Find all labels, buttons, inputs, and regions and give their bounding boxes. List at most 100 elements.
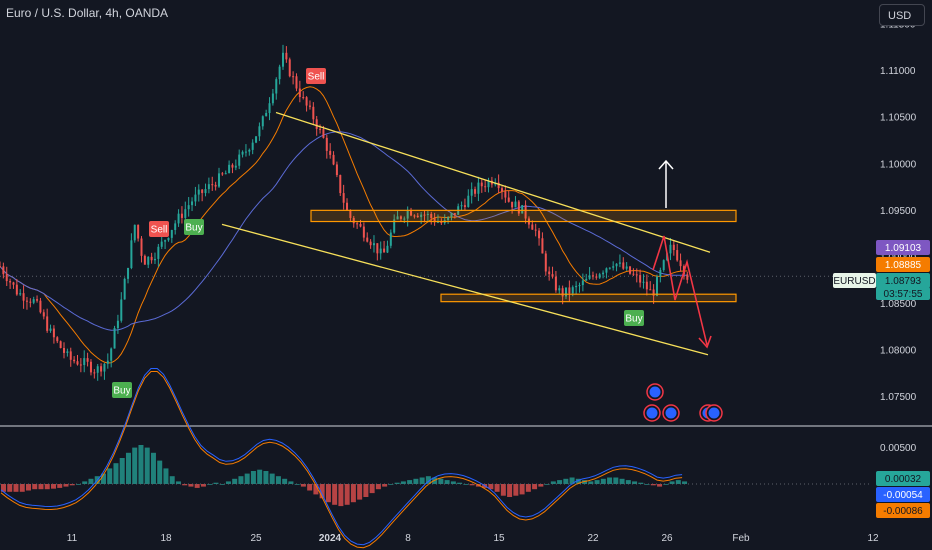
- candle: [655, 276, 658, 296]
- candle: [238, 154, 241, 166]
- price-tick-label: 1.07500: [880, 392, 917, 403]
- candle: [598, 274, 601, 278]
- candle: [497, 182, 500, 189]
- candle: [568, 287, 571, 294]
- candle: [160, 241, 163, 247]
- macd-histogram-bar: [682, 481, 688, 484]
- currency-button[interactable]: USD: [879, 4, 925, 26]
- event-flag-icon: [708, 407, 720, 419]
- sell-signal-badge[interactable]: Sell: [306, 68, 326, 84]
- candle: [251, 142, 254, 150]
- macd-signal-tag: 0.00032: [876, 471, 930, 486]
- macd-histogram-bar: [25, 484, 31, 491]
- candle: [538, 230, 541, 239]
- candle: [315, 119, 318, 129]
- candle: [615, 263, 618, 267]
- candle: [207, 184, 210, 190]
- time-tick-label: 18: [160, 533, 172, 544]
- candle: [578, 285, 581, 287]
- time-tick-label: 8: [405, 533, 411, 544]
- buy-signal-badge[interactable]: Buy: [624, 310, 644, 326]
- candle: [275, 79, 278, 94]
- candle: [258, 126, 261, 137]
- macd-histogram-bar: [644, 484, 650, 485]
- candle: [201, 189, 204, 194]
- channel-upper-line[interactable]: [275, 111, 711, 253]
- candle: [625, 266, 628, 269]
- macd-histogram-bar: [125, 452, 131, 484]
- macd-histogram-bar: [319, 484, 325, 499]
- macd-histogram-bar: [494, 484, 500, 492]
- macd-histogram-bar: [269, 473, 275, 484]
- support-zone[interactable]: [440, 293, 737, 303]
- macd-histogram-bar: [175, 481, 181, 484]
- candle: [83, 358, 86, 366]
- candle: [534, 229, 537, 231]
- candle: [551, 274, 554, 277]
- buy-signal-badge[interactable]: Buy: [184, 219, 204, 235]
- macd-histogram-bar: [450, 481, 456, 484]
- macd-histogram-bar: [382, 484, 388, 487]
- candle: [282, 52, 285, 67]
- candle: [137, 224, 140, 239]
- candle: [0, 266, 2, 268]
- macd-histogram-bar: [107, 468, 113, 484]
- candle: [106, 360, 109, 364]
- candle: [575, 285, 578, 288]
- channel-lower-line[interactable]: [221, 223, 709, 356]
- resistance-zone[interactable]: [310, 209, 737, 223]
- candle: [386, 245, 389, 253]
- price-tick-label: 1.08000: [880, 346, 917, 357]
- candle: [322, 129, 325, 138]
- candle: [669, 244, 672, 254]
- candle: [511, 201, 514, 208]
- macd-histogram-bar: [144, 447, 150, 484]
- signal-label: Buy: [185, 223, 202, 234]
- macd-signal-line: [0, 371, 683, 549]
- candle: [19, 293, 22, 295]
- macd-histogram-bar: [638, 482, 644, 484]
- time-tick-label: 15: [493, 533, 505, 544]
- candle: [2, 266, 5, 275]
- candle: [295, 76, 298, 89]
- candle: [86, 358, 89, 362]
- candle: [265, 112, 268, 117]
- sell-signal-badge[interactable]: Sell: [149, 221, 169, 237]
- macd-histogram-bar: [213, 482, 219, 484]
- macd-histogram-bar: [44, 484, 50, 490]
- candle: [130, 240, 133, 268]
- candle: [187, 205, 190, 210]
- eu-event-icon[interactable]: [643, 404, 661, 422]
- macd-histogram-bar: [532, 484, 538, 490]
- us-event-icon[interactable]: [646, 383, 664, 401]
- macd-histogram-bar: [32, 484, 38, 490]
- candle: [369, 241, 372, 246]
- candle: [194, 194, 197, 202]
- macd-histogram-bar: [1, 484, 6, 492]
- candle: [332, 154, 335, 165]
- macd-histogram-bar: [444, 480, 450, 484]
- macd-histogram-bar: [488, 484, 494, 490]
- candle: [113, 328, 116, 349]
- price-tick-label: 1.09500: [880, 206, 917, 217]
- macd-histogram-bar: [300, 484, 306, 487]
- eu-event-icon[interactable]: [705, 404, 723, 422]
- candle: [69, 351, 72, 360]
- candle: [659, 269, 662, 277]
- candle: [416, 215, 419, 218]
- macd-histogram-bar: [19, 484, 25, 492]
- macd-histogram-bar: [250, 471, 256, 484]
- candle: [632, 273, 635, 275]
- candle: [9, 281, 12, 283]
- macd-histogram-bar: [182, 484, 188, 486]
- eu-event-icon[interactable]: [662, 404, 680, 422]
- candle: [339, 175, 342, 194]
- macd-histogram-bar: [38, 484, 44, 490]
- buy-signal-badge[interactable]: Buy: [112, 382, 132, 398]
- macd-pane: [0, 368, 870, 549]
- macd-histogram-bar: [563, 478, 569, 484]
- macd-histogram-bar: [613, 477, 619, 484]
- macd-histogram-bar: [169, 476, 175, 484]
- down-projection-path[interactable]: [652, 235, 708, 346]
